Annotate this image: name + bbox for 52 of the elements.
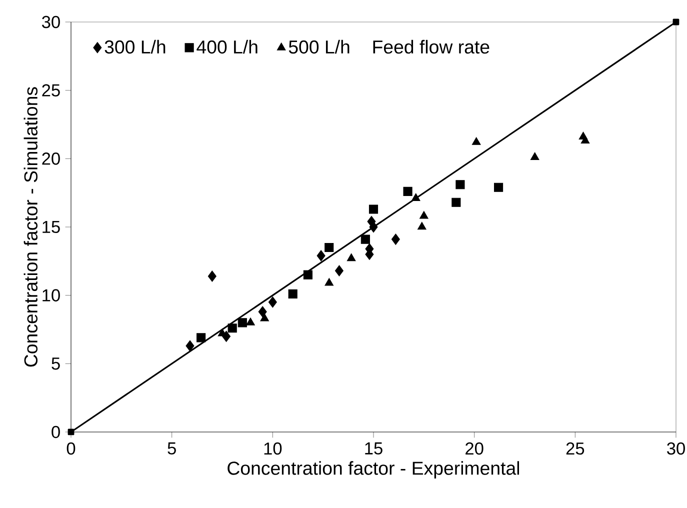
point bbox=[391, 234, 400, 245]
x-axis-title: Concentration factor - Experimental bbox=[228, 461, 520, 479]
point bbox=[580, 136, 590, 144]
point bbox=[208, 270, 216, 282]
y-tick-label: 5 bbox=[52, 358, 60, 370]
x-tick-label: 5 bbox=[168, 442, 176, 454]
legend-label: 400 L/h bbox=[196, 40, 258, 54]
point bbox=[368, 204, 378, 214]
legend-title: Feed flow rate bbox=[373, 40, 490, 54]
point bbox=[186, 340, 194, 352]
x-tick-label: 10 bbox=[264, 442, 282, 455]
point bbox=[68, 428, 74, 436]
x-tick-label: 25 bbox=[566, 442, 584, 455]
point bbox=[452, 198, 461, 207]
y-tick-label: 0 bbox=[52, 426, 60, 438]
y-tick-label: 30 bbox=[42, 16, 60, 28]
y-tick-label: 15 bbox=[42, 220, 60, 234]
point bbox=[196, 333, 206, 342]
y-tick-label: 25 bbox=[42, 84, 60, 96]
point bbox=[369, 221, 378, 233]
point bbox=[316, 250, 326, 262]
point bbox=[288, 289, 298, 298]
point bbox=[411, 193, 420, 201]
legend-label: 300 L/h bbox=[104, 40, 166, 54]
x-tick-label: 30 bbox=[667, 442, 685, 455]
point bbox=[238, 318, 247, 328]
point bbox=[403, 186, 412, 196]
point bbox=[494, 182, 504, 192]
legend-label: 500 L/h bbox=[288, 40, 350, 54]
point bbox=[456, 180, 465, 190]
point bbox=[346, 253, 356, 262]
point bbox=[324, 278, 334, 286]
point bbox=[324, 242, 334, 252]
point bbox=[334, 265, 344, 276]
point bbox=[417, 222, 426, 230]
point bbox=[472, 137, 481, 145]
point bbox=[419, 210, 428, 219]
y-tick-label: 10 bbox=[42, 289, 60, 302]
point bbox=[228, 324, 237, 333]
point bbox=[258, 306, 267, 318]
point bbox=[303, 270, 312, 280]
point bbox=[268, 296, 277, 308]
point bbox=[360, 234, 370, 244]
point bbox=[672, 18, 680, 26]
y-tick-label: 20 bbox=[42, 152, 60, 165]
x-tick-label: 20 bbox=[466, 442, 484, 455]
x-tick-label: 0 bbox=[66, 442, 76, 455]
y-axis-title: Concentration factor - Simulations bbox=[24, 87, 38, 367]
point bbox=[260, 313, 270, 322]
point bbox=[246, 318, 255, 326]
point bbox=[530, 152, 540, 160]
x-tick-label: 15 bbox=[365, 442, 382, 454]
